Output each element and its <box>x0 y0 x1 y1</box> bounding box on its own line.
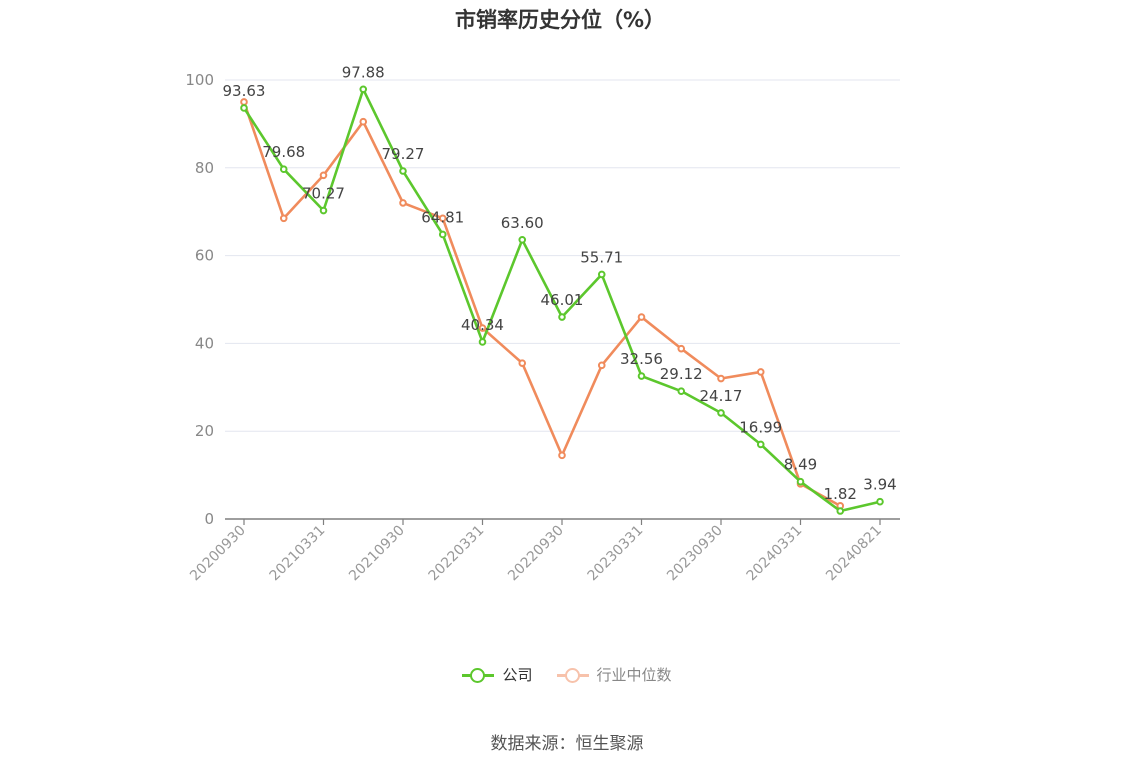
data-point-company <box>438 230 447 239</box>
data-point-industry-median <box>478 324 487 332</box>
legend-marker-company <box>462 667 495 683</box>
data-label: 46.01 <box>541 291 584 309</box>
legend-item-industry-median[interactable]: 行业中位数 <box>556 664 672 685</box>
data-label: 29.12 <box>660 365 703 383</box>
data-point-company <box>836 507 845 515</box>
data-point-company <box>796 477 805 486</box>
data-label: 79.68 <box>262 143 305 161</box>
data-point-company <box>637 372 646 380</box>
data-point-company <box>240 104 248 112</box>
legend-label-company: 公司 <box>502 666 533 684</box>
data-point-industry-median <box>637 313 646 321</box>
y-tick-label: 20 <box>195 422 214 440</box>
data-point-industry-median <box>677 344 686 353</box>
x-tick-label: 20230930 <box>664 523 726 585</box>
data-point-industry-median <box>518 359 527 367</box>
data-label: 24.17 <box>700 387 743 405</box>
y-tick-label: 40 <box>195 334 214 352</box>
chart-title: 市销率历史分位（%） <box>454 8 666 32</box>
data-label: 3.94 <box>863 476 896 494</box>
data-label: 64.81 <box>421 208 464 226</box>
legend: 公司 行业中位数 <box>0 664 1134 685</box>
data-point-industry-median <box>438 214 447 223</box>
data-point-company <box>597 270 606 279</box>
data-point-industry-median <box>359 117 368 126</box>
data-label: 32.56 <box>620 350 663 368</box>
x-tick-label: 20230331 <box>585 523 647 585</box>
data-point-company <box>279 165 288 174</box>
data-point-industry-median <box>756 368 765 376</box>
x-tick-label: 20240331 <box>744 523 806 585</box>
data-source: 数据来源：恒生聚源 <box>490 734 644 754</box>
x-tick-label: 20200930 <box>187 523 249 585</box>
data-point-company <box>518 235 527 244</box>
data-point-industry-median <box>319 171 328 180</box>
data-label: 8.49 <box>784 456 817 474</box>
legend-label-industry-median: 行业中位数 <box>596 666 672 684</box>
x-tick-label: 20220930 <box>505 523 567 585</box>
data-label: 97.88 <box>342 63 385 81</box>
data-point-industry-median <box>597 361 606 370</box>
data-point-company <box>319 206 328 215</box>
y-tick-label: 0 <box>204 510 214 528</box>
data-label: 16.99 <box>739 418 782 436</box>
y-tick-label: 100 <box>185 71 214 89</box>
x-tick-label: 20210930 <box>346 523 408 585</box>
data-point-industry-median <box>558 451 566 460</box>
y-tick-label: 80 <box>195 159 214 177</box>
data-label: 40.34 <box>461 316 504 334</box>
data-label: 1.82 <box>824 485 857 503</box>
data-label: 70.27 <box>302 185 345 203</box>
legend-item-company[interactable]: 公司 <box>462 664 533 685</box>
data-point-company <box>756 440 765 449</box>
data-point-industry-median <box>399 199 407 207</box>
x-tick-label: 20220331 <box>426 523 488 585</box>
x-tick-label: 20240821 <box>823 523 885 585</box>
data-point-company <box>677 387 686 395</box>
data-point-company <box>876 497 884 506</box>
data-point-company <box>717 409 725 417</box>
data-point-company <box>558 313 566 321</box>
data-label: 55.71 <box>580 248 623 266</box>
data-point-industry-median <box>717 374 725 383</box>
data-point-company <box>359 85 368 94</box>
data-point-industry-median <box>240 98 248 106</box>
data-label: 79.27 <box>382 145 425 163</box>
data-label: 63.60 <box>501 214 544 232</box>
data-point-company <box>399 167 407 175</box>
legend-marker-industry-median <box>556 667 589 683</box>
y-tick-label: 60 <box>195 247 214 265</box>
data-point-industry-median <box>279 214 288 223</box>
x-tick-label: 20210331 <box>267 523 329 585</box>
data-point-company <box>478 338 487 346</box>
data-label: 93.63 <box>223 82 266 100</box>
